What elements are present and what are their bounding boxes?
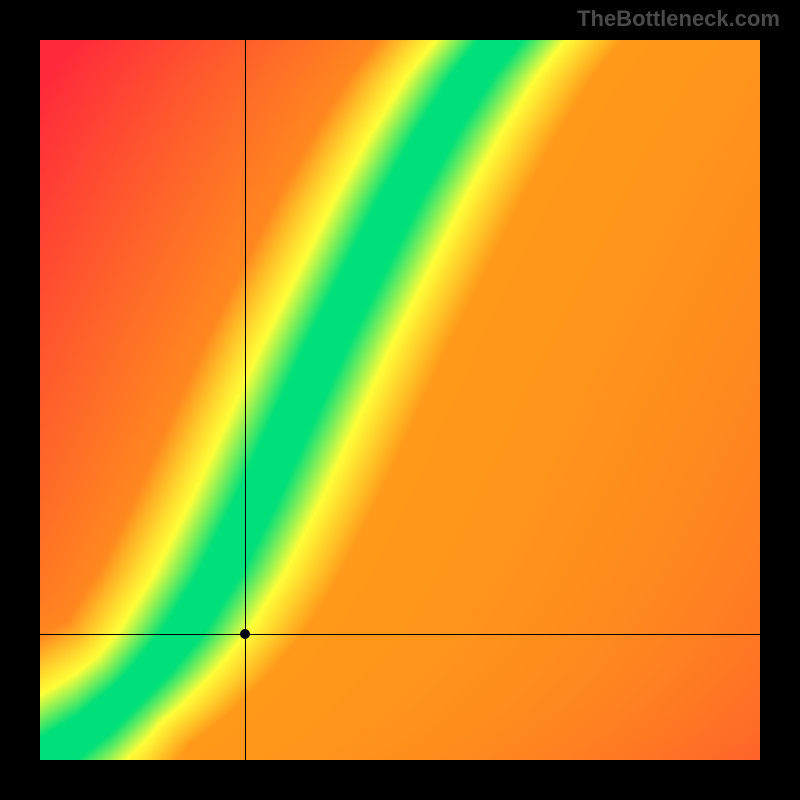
heatmap-canvas [40, 40, 760, 760]
crosshair-marker-dot [240, 629, 250, 639]
crosshair-horizontal [40, 634, 760, 635]
heatmap-plot [40, 40, 760, 760]
crosshair-vertical [245, 40, 246, 760]
watermark-text: TheBottleneck.com [577, 6, 780, 32]
